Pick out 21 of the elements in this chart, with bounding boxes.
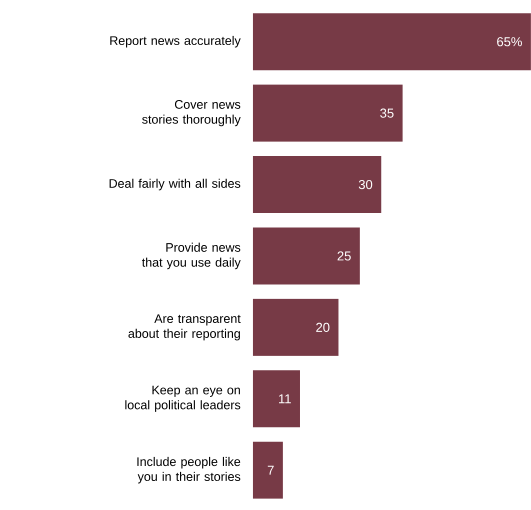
y-tick-label: Report news accurately [110,36,241,48]
bar [252,13,531,70]
data-label: 30 [358,180,372,190]
data-label: 7 [268,466,274,475]
bar [252,84,403,142]
y-tick-label: Include people like you in their stories [137,456,240,484]
y-tick-label: Are transparent about their reporting [128,314,241,340]
y-tick-label: Deal fairly with all sides [110,178,240,190]
y-tick-label: Provide news that you use daily [142,242,241,270]
data-label: 65% [497,37,522,46]
data-label: 25 [338,251,351,261]
bar [252,228,360,284]
bar [252,370,300,428]
data-label: 20 [316,322,330,332]
y-tick-label: Cover news stories thoroughly [142,100,241,126]
data-label: 35 [380,108,394,118]
bar [252,442,283,499]
y-tick-label: Keep an eye on local political leaders [125,386,240,412]
bar [252,156,382,214]
data-label: 11 [279,394,291,404]
bar [252,298,338,356]
